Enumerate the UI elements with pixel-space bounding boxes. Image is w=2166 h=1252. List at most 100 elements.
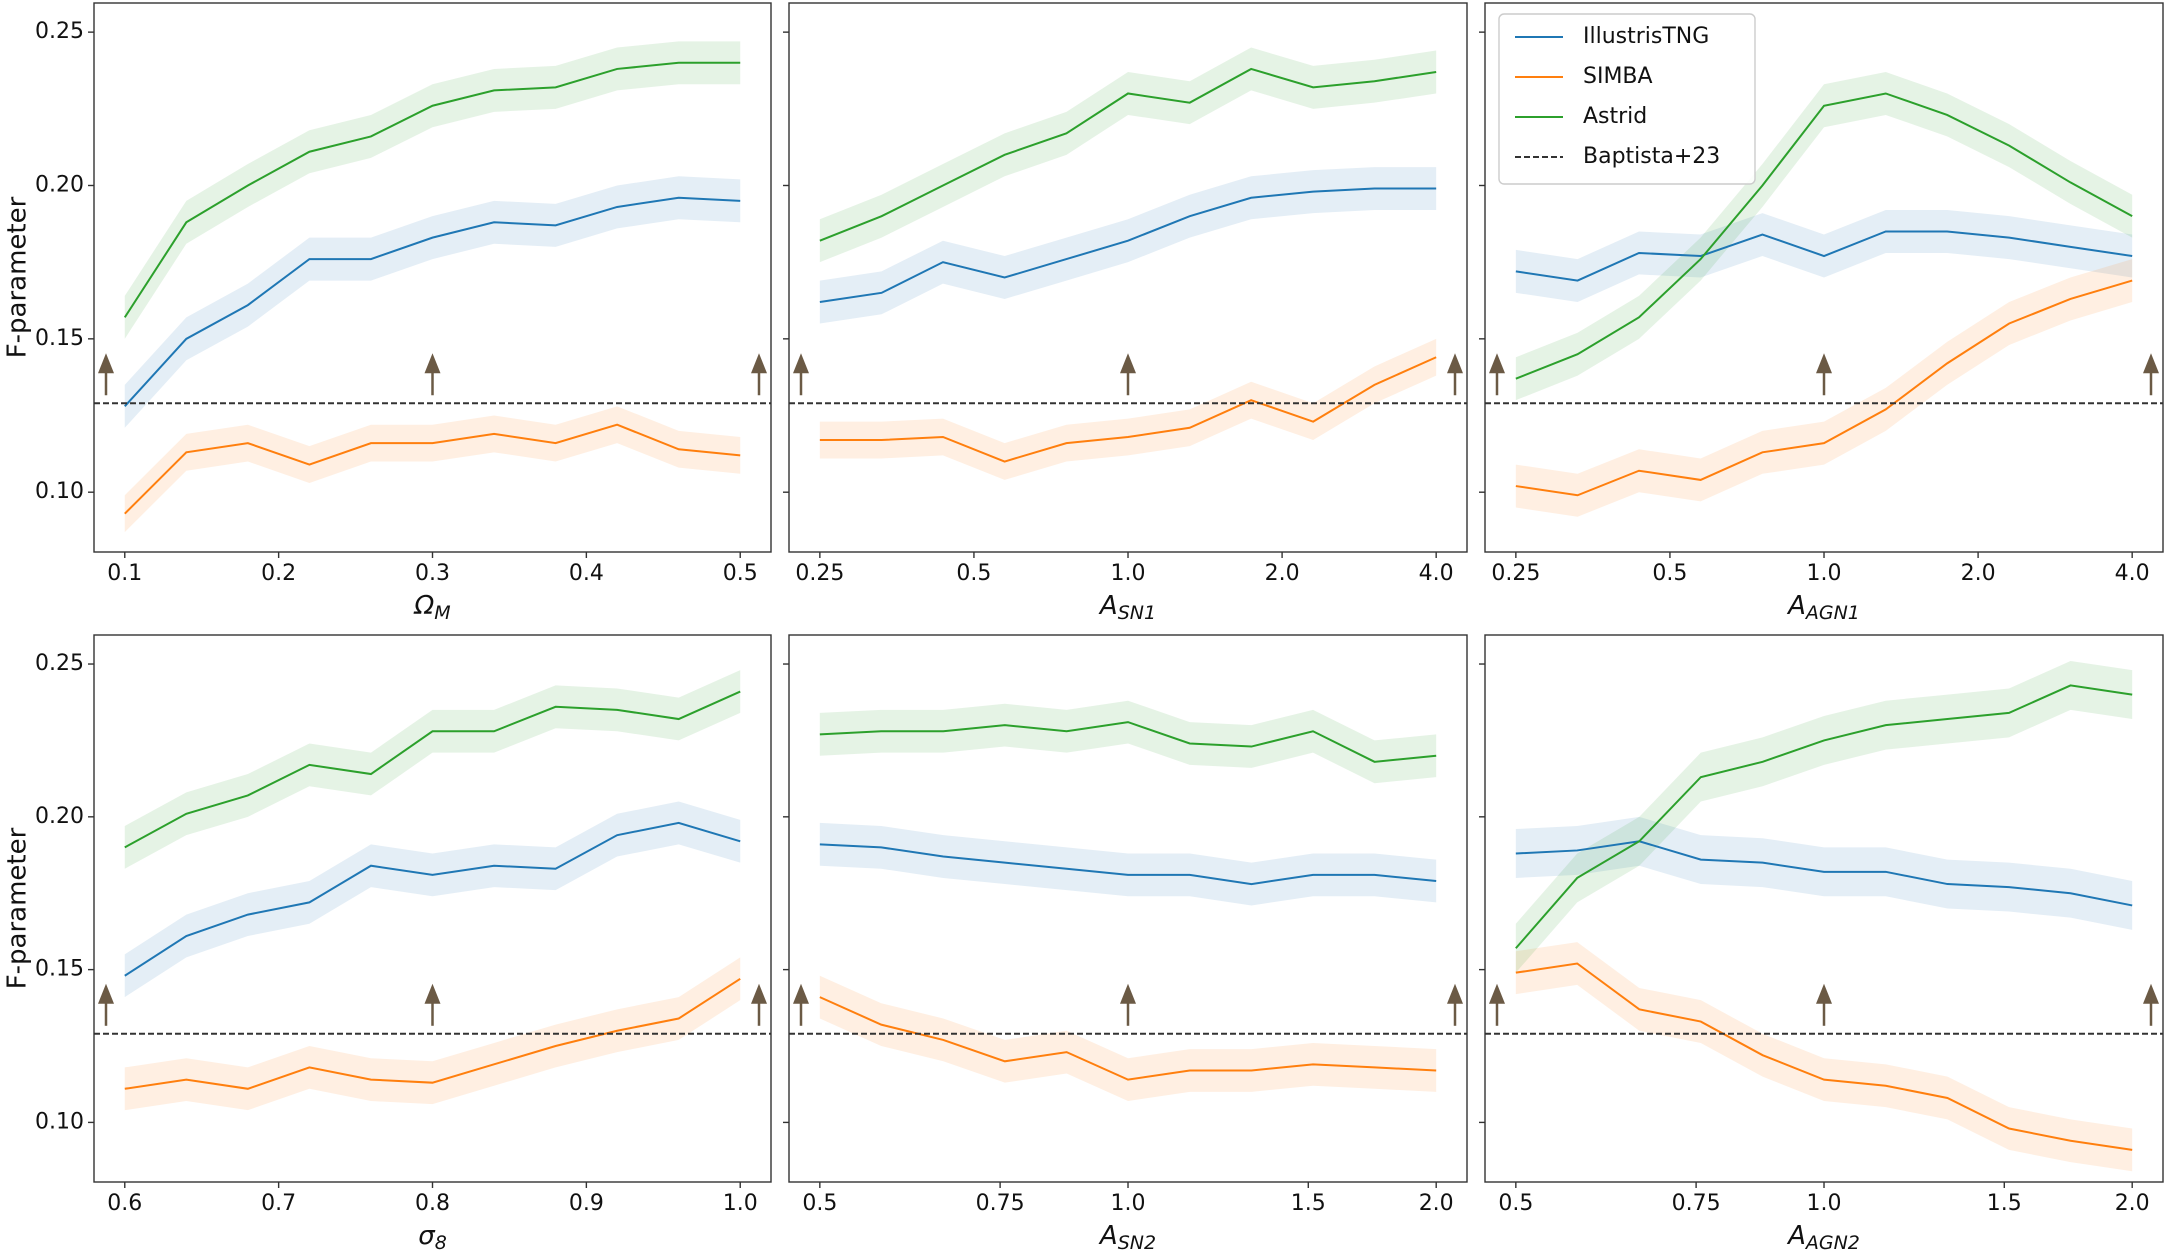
- y-tick-label: 0.25: [35, 19, 84, 44]
- series-line: [819, 721, 1437, 763]
- series-line: [1515, 840, 2133, 907]
- series-line: [124, 977, 741, 1090]
- error-band: [1515, 942, 2133, 1172]
- arrow-head: [751, 983, 767, 1004]
- error-band: [819, 975, 1437, 1102]
- x-axis-label-main: σ: [418, 1221, 436, 1251]
- x-tick-label: 0.25: [795, 561, 844, 586]
- x-tick-label: 1.0: [723, 1191, 758, 1216]
- arrow-head: [424, 353, 441, 374]
- arrow-head: [1489, 983, 1505, 1004]
- x-axis-label: AAGN1: [1786, 591, 1860, 624]
- error-band: [819, 822, 1437, 906]
- x-axis-label-main: A: [1098, 1221, 1118, 1251]
- error-band: [1515, 259, 2133, 517]
- x-tick-label: 0.5: [802, 1191, 837, 1216]
- y-tick-label: 0.20: [35, 804, 84, 829]
- x-tick-label: 0.3: [415, 561, 450, 586]
- x-tick-label: 4.0: [1419, 561, 1454, 586]
- arrow-head: [98, 353, 114, 374]
- x-axis-label-main: Ω: [413, 591, 434, 621]
- x-tick-label: 0.6: [107, 1191, 142, 1216]
- arrow-head: [424, 983, 441, 1004]
- series-line: [1515, 230, 2133, 282]
- x-tick-label: 0.7: [261, 1191, 296, 1216]
- error-band: [124, 957, 741, 1111]
- arrow-head: [1447, 983, 1463, 1004]
- x-tick-label: 1.0: [1111, 561, 1146, 586]
- series-line: [124, 690, 741, 849]
- arrow-head: [1447, 353, 1463, 374]
- series-line: [1515, 962, 2133, 1151]
- arrow-head: [793, 353, 809, 374]
- x-tick-label: 1.5: [1987, 1191, 2022, 1216]
- y-tick-label: 0.25: [35, 651, 84, 676]
- error-band: [819, 167, 1437, 324]
- error-band: [1515, 816, 2133, 930]
- x-tick-label: 2.0: [2115, 1191, 2150, 1216]
- series-line: [819, 996, 1437, 1081]
- arrow-head: [1120, 353, 1136, 374]
- x-axis-label-sub: SN2: [1118, 1232, 1156, 1252]
- series-line: [124, 196, 741, 407]
- y-tick-label: 0.10: [35, 479, 84, 504]
- x-tick-label: 0.5: [1652, 561, 1687, 586]
- arrow-head: [1816, 353, 1832, 374]
- error-band: [124, 670, 741, 869]
- series-line: [819, 187, 1437, 304]
- x-axis-label-sub: SN1: [1118, 602, 1156, 624]
- series-line: [124, 821, 741, 977]
- x-tick-label: 2.0: [1265, 561, 1300, 586]
- x-axis-label-sub: AGN1: [1804, 602, 1860, 624]
- x-tick-label: 0.2: [261, 561, 296, 586]
- series-line: [819, 843, 1437, 886]
- legend-label: Baptista+23: [1583, 144, 1720, 169]
- legend-label: SIMBA: [1583, 64, 1653, 89]
- arrow-head: [1489, 353, 1505, 374]
- x-axis-label-main: A: [1098, 591, 1118, 621]
- x-tick-label: 0.1: [107, 561, 142, 586]
- error-band: [819, 338, 1437, 480]
- x-tick-label: 1.0: [1807, 561, 1842, 586]
- error-band: [124, 41, 741, 339]
- error-band: [124, 176, 741, 428]
- x-tick-label: 0.75: [976, 1191, 1025, 1216]
- error-band: [124, 406, 741, 533]
- x-axis-label: ΩM: [413, 591, 450, 624]
- series-line: [124, 423, 741, 515]
- y-tick-label: 0.15: [35, 957, 84, 982]
- x-tick-label: 0.4: [569, 561, 604, 586]
- x-tick-label: 0.9: [569, 1191, 604, 1216]
- series-line: [1515, 92, 2133, 380]
- y-axis-label: F-parameter: [3, 827, 33, 989]
- error-band: [819, 700, 1437, 784]
- legend-label: Astrid: [1583, 104, 1647, 129]
- y-tick-label: 0.15: [35, 326, 84, 351]
- x-tick-label: 2.0: [1961, 561, 1996, 586]
- x-tick-label: 0.75: [1672, 1191, 1721, 1216]
- arrow-head: [1816, 983, 1832, 1004]
- arrow-head: [2143, 983, 2159, 1004]
- y-tick-label: 0.20: [35, 172, 84, 197]
- error-band: [819, 47, 1437, 263]
- error-band: [1515, 72, 2133, 401]
- x-axis-label-sub: M: [434, 602, 450, 624]
- x-tick-label: 1.0: [1807, 1191, 1842, 1216]
- arrow-head: [98, 983, 114, 1004]
- x-tick-label: 0.25: [1491, 561, 1540, 586]
- series-line: [1515, 279, 2133, 497]
- arrow-head: [751, 353, 767, 374]
- legend-label: IllustrisTNG: [1583, 24, 1709, 49]
- legend-box: [1498, 13, 1756, 185]
- x-axis-label: ASN2: [1098, 1221, 1156, 1252]
- arrow-head: [2143, 353, 2159, 374]
- arrow-head: [1120, 983, 1136, 1004]
- arrow-head: [793, 983, 809, 1004]
- x-tick-label: 1.0: [1111, 1191, 1146, 1216]
- series-line: [123, 61, 741, 318]
- x-axis-label-sub: AGN2: [1804, 1232, 1860, 1252]
- x-axis-label-main: A: [1786, 591, 1806, 621]
- x-axis-label: ASN1: [1098, 591, 1156, 624]
- series-line: [819, 356, 1437, 463]
- x-tick-label: 1.5: [1291, 1191, 1326, 1216]
